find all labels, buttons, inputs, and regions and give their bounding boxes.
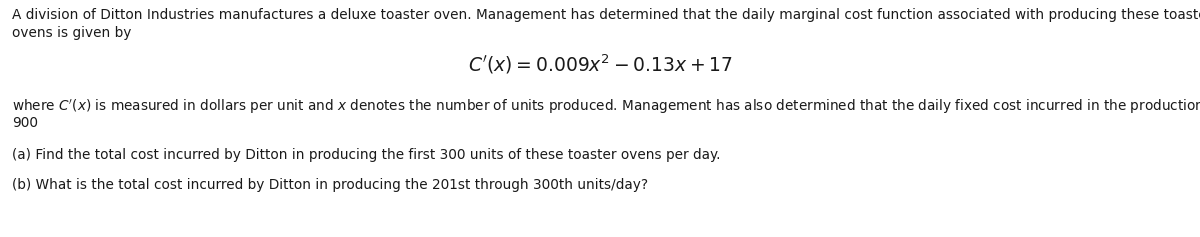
Text: (a) Find the total cost incurred by Ditton in producing the first 300 units of t: (a) Find the total cost incurred by Ditt…: [12, 148, 720, 162]
Text: (b) What is the total cost incurred by Ditton in producing the 201st through 300: (b) What is the total cost incurred by D…: [12, 178, 648, 192]
Text: A division of Ditton Industries manufactures a deluxe toaster oven. Management h: A division of Ditton Industries manufact…: [12, 8, 1200, 22]
Text: ovens is given by: ovens is given by: [12, 26, 131, 40]
Text: where $C'(x)$ is measured in dollars per unit and $x$ denotes the number of unit: where $C'(x)$ is measured in dollars per…: [12, 98, 1200, 116]
Text: 900: 900: [12, 116, 38, 130]
Text: $C'(x) = 0.009x^2 - 0.13x + 17$: $C'(x) = 0.009x^2 - 0.13x + 17$: [468, 52, 732, 76]
